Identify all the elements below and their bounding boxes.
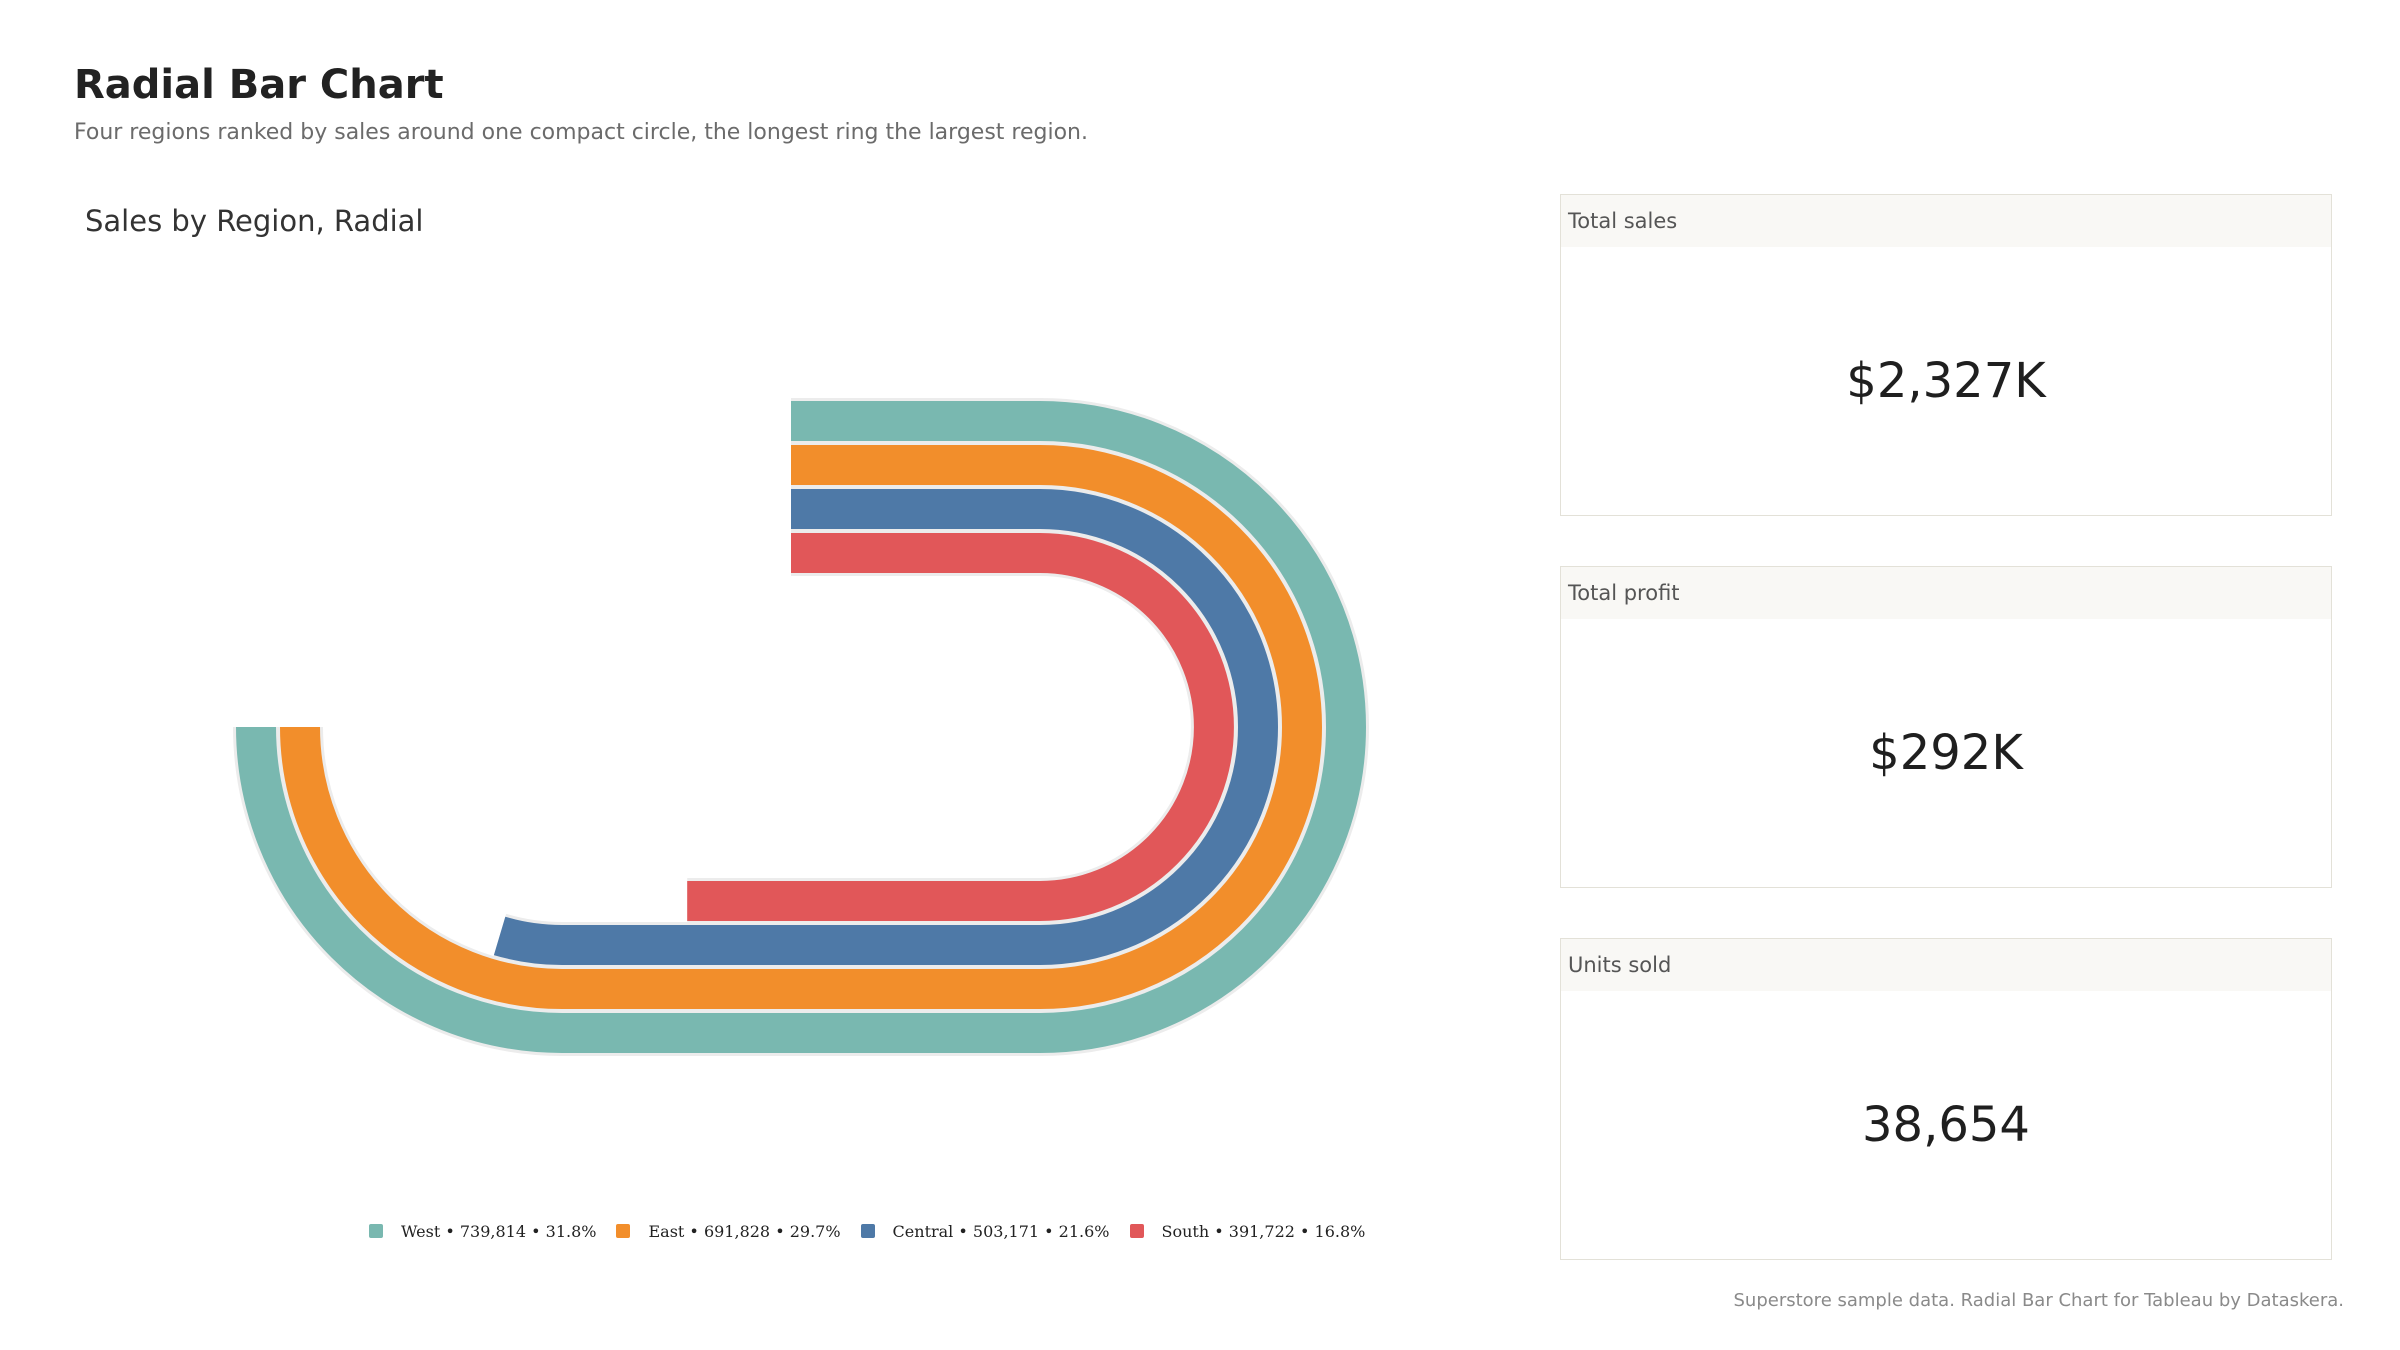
radial-bar-east[interactable] [280, 445, 1322, 1009]
legend-label-south: South • 391,722 • 16.8% [1161, 1221, 1366, 1241]
legend-label-west: West • 739,814 • 31.8% [401, 1221, 597, 1241]
radial-bar-chart [233, 398, 1369, 1056]
footer-note: Superstore sample data. Radial Bar Chart… [1733, 1290, 2345, 1311]
kpi-card-units-sold: Units sold 38,654 [1560, 938, 2332, 1260]
legend-swatch-east [616, 1224, 631, 1238]
legend-item-central[interactable]: Central • 503,171 • 21.6% [860, 1221, 1110, 1241]
kpi-card-total-sales: Total sales $2,327K [1560, 194, 2332, 516]
kpi-label: Units sold [1561, 939, 2331, 991]
legend-swatch-west [369, 1224, 383, 1238]
legend-swatch-south [1129, 1224, 1144, 1238]
kpi-label: Total sales [1561, 195, 2331, 247]
kpi-value: 38,654 [1862, 1097, 2030, 1153]
page-title: Radial Bar Chart [74, 62, 444, 108]
legend-item-south[interactable]: South • 391,722 • 16.8% [1129, 1221, 1366, 1241]
legend-label-central: Central • 503,171 • 21.6% [892, 1221, 1110, 1241]
legend-item-west[interactable]: West • 739,814 • 31.8% [369, 1222, 596, 1241]
legend-label-east: East • 691,828 • 29.7% [648, 1221, 841, 1241]
kpi-value: $2,327K [1846, 353, 2046, 409]
radial-bar-central[interactable] [493, 489, 1278, 966]
page-subtitle: Four regions ranked by sales around one … [74, 120, 1088, 145]
legend-swatch-central [860, 1224, 875, 1238]
kpi-label: Total profit [1561, 567, 2331, 619]
kpi-value: $292K [1869, 725, 2023, 781]
radial-bar-south[interactable] [687, 533, 1234, 921]
legend-item-east[interactable]: East • 691,828 • 29.7% [616, 1221, 841, 1241]
kpi-card-total-profit: Total profit $292K [1560, 566, 2332, 888]
chart-title: Sales by Region, Radial [85, 204, 424, 238]
chart-legend: West • 739,814 • 31.8% East • 691,828 • … [369, 1219, 1385, 1243]
radial-bar-west[interactable] [236, 401, 1366, 1053]
